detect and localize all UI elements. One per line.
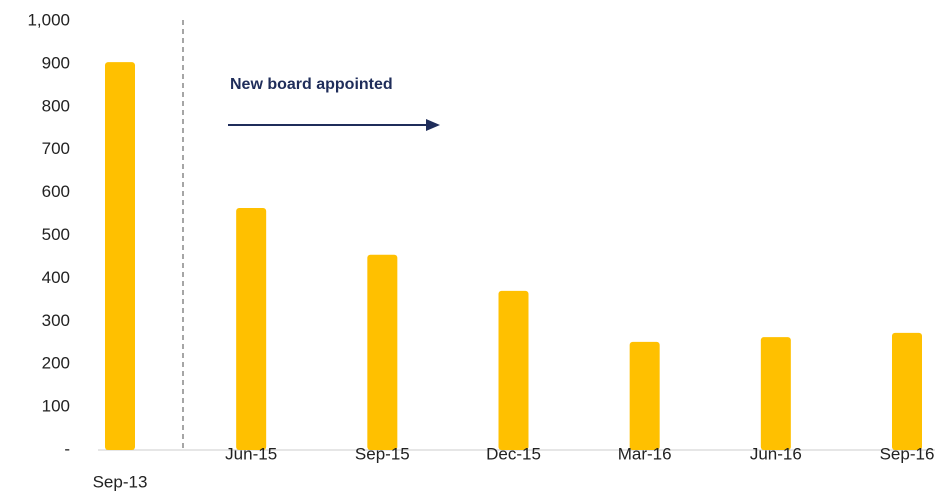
- bar: [498, 290, 529, 450]
- y-tick-label: 700: [42, 139, 70, 158]
- y-tick-label: 100: [42, 397, 70, 416]
- bar: [236, 208, 267, 450]
- y-tick-label: 400: [42, 268, 70, 287]
- bar: [105, 62, 135, 451]
- x-tick-label: Sep-13: [93, 472, 148, 491]
- y-tick-label: 900: [42, 53, 70, 72]
- y-tick-label: 600: [42, 182, 70, 201]
- y-tick-label: -: [64, 439, 70, 458]
- y-tick-label: 500: [42, 225, 70, 244]
- annotation-arrowhead: [426, 119, 440, 131]
- y-tick-label: 1,000: [27, 10, 70, 29]
- bar: [629, 341, 660, 450]
- x-tick-label: Sep-16: [880, 444, 935, 463]
- bar: [760, 337, 791, 450]
- annotation: New board appointed: [230, 76, 393, 93]
- x-tick-label: Sep-15: [355, 444, 410, 463]
- x-tick-label: Dec-15: [486, 444, 541, 463]
- x-tick-label: Jun-16: [750, 444, 802, 463]
- y-tick-label: 800: [42, 96, 70, 115]
- bar: [892, 332, 922, 450]
- x-tick-label: Jun-15: [225, 444, 277, 463]
- y-tick-label: 300: [42, 311, 70, 330]
- x-tick-label: Mar-16: [618, 444, 672, 463]
- bar: [367, 254, 398, 450]
- y-tick-label: 200: [42, 354, 70, 373]
